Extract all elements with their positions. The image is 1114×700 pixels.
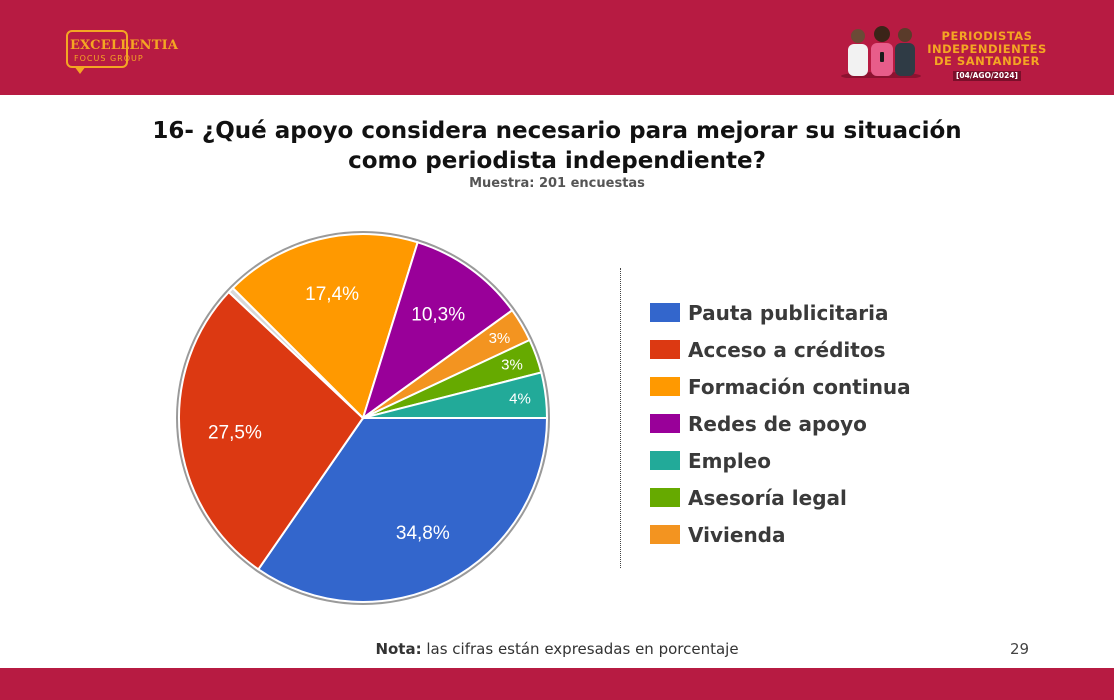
- legend-swatch: [650, 414, 680, 433]
- chart-subtitle: Muestra: 201 encuestas: [469, 176, 645, 191]
- pie-data-label: 17,4%: [305, 284, 359, 305]
- pie-slice: [362, 371, 549, 419]
- logo-frame: [66, 30, 128, 68]
- legend-swatch: [650, 340, 680, 359]
- legend-swatch: [650, 303, 680, 322]
- pie-slice: [231, 233, 419, 420]
- logo-main-text: EXCELLENTIA: [70, 38, 179, 53]
- pie-data-label: 34,8%: [396, 523, 450, 544]
- legend-item: Redes de apoyo: [650, 405, 911, 442]
- legend-swatch: [650, 525, 680, 544]
- footer-bar: [0, 668, 1114, 700]
- excellentia-logo: EXCELLENTIA FOCUS GROUP: [66, 28, 178, 76]
- pie-data-label: 4%: [509, 390, 531, 407]
- legend-divider: [620, 268, 621, 568]
- logo-speech-tail: [74, 66, 86, 74]
- pie-slice: [361, 241, 514, 421]
- brand-title: PERIODISTAS INDEPENDIENTES DE SANTANDER …: [922, 30, 1052, 81]
- page-number: 29: [1010, 640, 1030, 658]
- pie-slice: [256, 417, 549, 603]
- legend-item: Vivienda: [650, 516, 911, 553]
- legend-item: Asesoría legal: [650, 479, 911, 516]
- pie-data-label: 3%: [489, 330, 511, 347]
- brand-line-3: DE SANTANDER: [934, 54, 1040, 68]
- logo-sub-text: FOCUS GROUP: [74, 54, 144, 63]
- legend-label: Vivienda: [688, 522, 786, 547]
- legend-label: Acceso a créditos: [688, 337, 886, 362]
- note-label: Nota:: [375, 640, 422, 658]
- pie-slice: [178, 290, 365, 571]
- journalists-photo-icon: [841, 26, 921, 78]
- legend-label: Redes de apoyo: [688, 411, 867, 436]
- pie-data-label: 27,5%: [208, 423, 262, 444]
- brand-line-1: PERIODISTAS: [941, 29, 1033, 43]
- footer-note: Nota: las cifras están expresadas en por…: [300, 640, 814, 658]
- legend-label: Empleo: [688, 448, 771, 473]
- legend-item: Acceso a créditos: [650, 331, 911, 368]
- pie-data-label: 3%: [501, 357, 523, 374]
- brand-line-2: INDEPENDIENTES: [927, 41, 1047, 56]
- pie-chart: 34,8% 27,5% 17,4% 10,3% 3% 3% 4%: [176, 231, 550, 605]
- legend-label: Asesoría legal: [688, 485, 847, 510]
- chart-title: 16- ¿Qué apoyo considera necesario para …: [152, 118, 962, 174]
- brand-date: [04/AGO/2024]: [953, 70, 1021, 81]
- legend-swatch: [650, 488, 680, 507]
- legend-swatch: [650, 451, 680, 470]
- legend-item: Pauta publicitaria: [650, 294, 911, 331]
- legend-item: Empleo: [650, 442, 911, 479]
- header-bar: [0, 0, 1114, 95]
- legend-label: Pauta publicitaria: [688, 300, 889, 325]
- legend-item: Formación continua: [650, 368, 911, 405]
- legend-swatch: [650, 377, 680, 396]
- pie-data-label: 10,3%: [411, 304, 465, 325]
- note-text: las cifras están expresadas en porcentaj…: [421, 640, 739, 658]
- legend-label: Formación continua: [688, 374, 911, 399]
- chart-legend: Pauta publicitaria Acceso a créditos Forma…: [650, 294, 911, 553]
